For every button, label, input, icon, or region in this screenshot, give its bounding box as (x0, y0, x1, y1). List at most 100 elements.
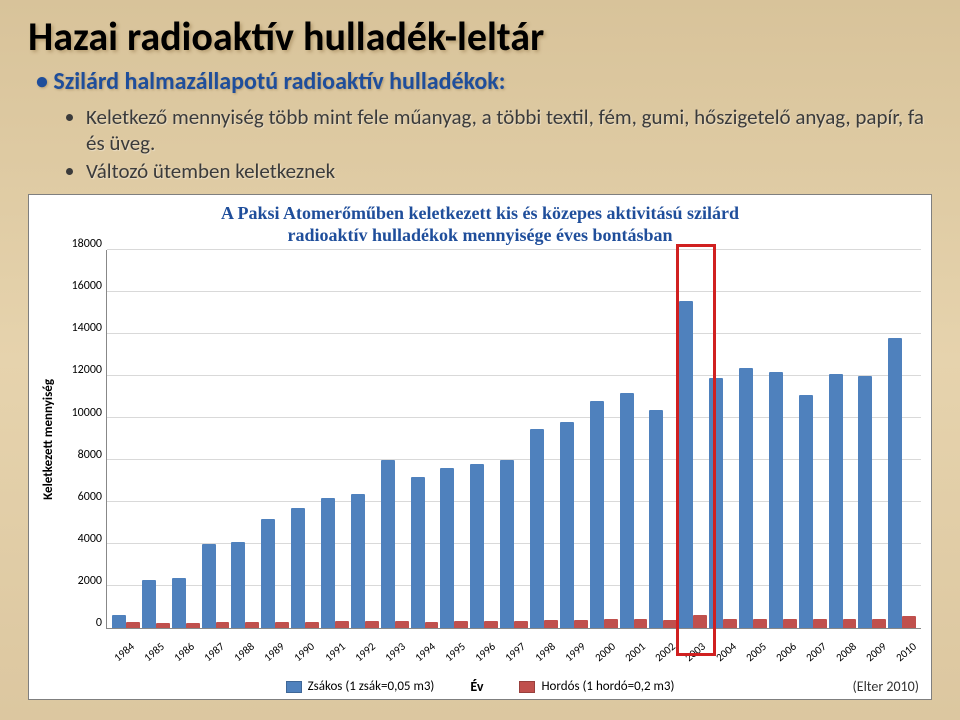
bar-zsakos (500, 460, 514, 628)
bullet-item: Keletkező mennyiség több mint fele műany… (86, 104, 932, 156)
x-tick: 1985 (139, 637, 170, 666)
chart-title-line1: A Paksi Atomerőműben keletkezett kis és … (221, 203, 739, 223)
plot (106, 250, 921, 629)
bar-zsakos (829, 374, 843, 628)
bar-zsakos (888, 338, 902, 628)
plot-area: Keletkezett mennyiség 180001600014000120… (39, 250, 921, 629)
subtitle: • Szilárd halmazállapotú radioaktív hull… (36, 67, 932, 96)
bar-group (469, 250, 499, 628)
x-tick: 2004 (710, 637, 741, 666)
bar-hordos (663, 620, 677, 628)
bar-hordos (514, 621, 528, 628)
y-axis-ticks: 1800016000140001200010000800060004000200… (58, 250, 106, 629)
x-tick: 1992 (349, 637, 380, 666)
x-tick: 2005 (740, 637, 771, 666)
legend-swatch-zsakos (286, 681, 302, 693)
bar-group (708, 250, 738, 628)
x-tick: 1984 (109, 637, 140, 666)
bar-hordos (843, 619, 857, 628)
x-tick: 1988 (229, 637, 260, 666)
legend-item-hordos: Hordós (1 hordó=0,2 m3) (519, 679, 674, 694)
bar-hordos (544, 620, 558, 628)
bar-hordos (484, 621, 498, 628)
bar-zsakos (679, 301, 693, 628)
bar-zsakos (739, 368, 753, 628)
x-tick: 1998 (530, 637, 561, 666)
x-tick: 2008 (830, 637, 861, 666)
bar-zsakos (799, 395, 813, 628)
bar-hordos (872, 619, 886, 628)
x-tick: 1990 (289, 637, 320, 666)
bar-group (738, 250, 768, 628)
bar-group (648, 250, 678, 628)
bar-zsakos (470, 464, 484, 628)
bar-zsakos (620, 393, 634, 628)
bar-hordos (156, 623, 170, 628)
x-tick: 1989 (259, 637, 290, 666)
bar-hordos (902, 616, 916, 628)
legend-item-zsakos: Zsákos (1 zsák=0,05 m3) (286, 679, 435, 694)
bar-hordos (186, 623, 200, 628)
chart-title: A Paksi Atomerőműben keletkezett kis és … (39, 203, 921, 246)
y-axis-label: Keletkezett mennyiség (39, 250, 58, 629)
bar-group (589, 250, 619, 628)
bars-area (107, 250, 921, 628)
bar-group (111, 250, 141, 628)
bar-hordos (604, 619, 618, 628)
bar-group (380, 250, 410, 628)
bar-hordos (634, 619, 648, 628)
bar-zsakos (112, 615, 126, 628)
bullet-list: Keletkező mennyiség több mint fele műany… (86, 102, 932, 186)
bar-group (350, 250, 380, 628)
x-tick: 1994 (409, 637, 440, 666)
bar-group (141, 250, 171, 628)
x-tick: 1995 (439, 637, 470, 666)
bar-zsakos (321, 498, 335, 628)
chart-title-line2: radioaktív hulladékok mennyisége éves bo… (287, 225, 672, 245)
bar-group (678, 250, 708, 628)
legend-swatch-hordos (519, 681, 535, 693)
legend-label: Zsákos (1 zsák=0,05 m3) (308, 679, 435, 694)
x-tick: 1993 (379, 637, 410, 666)
page-title: Hazai radioaktív hulladék-leltár (28, 12, 932, 61)
bullet-item: Változó ütemben keletkeznek (86, 158, 932, 184)
bar-group (320, 250, 350, 628)
x-tick: 2009 (860, 637, 891, 666)
chart-container: A Paksi Atomerőműben keletkezett kis és … (28, 194, 932, 700)
bar-group (857, 250, 887, 628)
source-label: (Elter 2010) (853, 678, 919, 695)
bar-hordos (723, 619, 737, 628)
bar-zsakos (351, 494, 365, 628)
x-tick: 2010 (891, 637, 922, 666)
x-tick: 2001 (620, 637, 651, 666)
bar-hordos (305, 622, 319, 628)
bar-zsakos (560, 422, 574, 628)
bar-zsakos (261, 519, 275, 628)
bar-group (619, 250, 649, 628)
legend-label: Hordós (1 hordó=0,2 m3) (541, 679, 674, 694)
bar-group (529, 250, 559, 628)
bar-group (290, 250, 320, 628)
bar-zsakos (530, 429, 544, 628)
bar-zsakos (858, 376, 872, 628)
x-axis-ticks: 1984198519861987198819891990199119921993… (101, 629, 921, 660)
bar-hordos (454, 621, 468, 628)
x-tick: 1986 (169, 637, 200, 666)
x-tick: 2000 (590, 637, 621, 666)
bar-zsakos (231, 542, 245, 628)
bar-hordos (425, 622, 439, 628)
bar-hordos (574, 620, 588, 628)
bar-hordos (753, 619, 767, 628)
x-tick: 1991 (319, 637, 350, 666)
bar-zsakos (769, 372, 783, 628)
bar-zsakos (142, 580, 156, 628)
bar-group (499, 250, 529, 628)
legend-row: Zsákos (1 zsák=0,05 m3) Év Hordós (1 hor… (39, 678, 921, 695)
bar-hordos (216, 622, 230, 628)
bar-hordos (783, 619, 797, 628)
bar-hordos (813, 619, 827, 628)
x-tick: 1996 (469, 637, 500, 666)
bar-zsakos (411, 477, 425, 628)
bar-zsakos (590, 401, 604, 628)
x-tick: 2007 (800, 637, 831, 666)
